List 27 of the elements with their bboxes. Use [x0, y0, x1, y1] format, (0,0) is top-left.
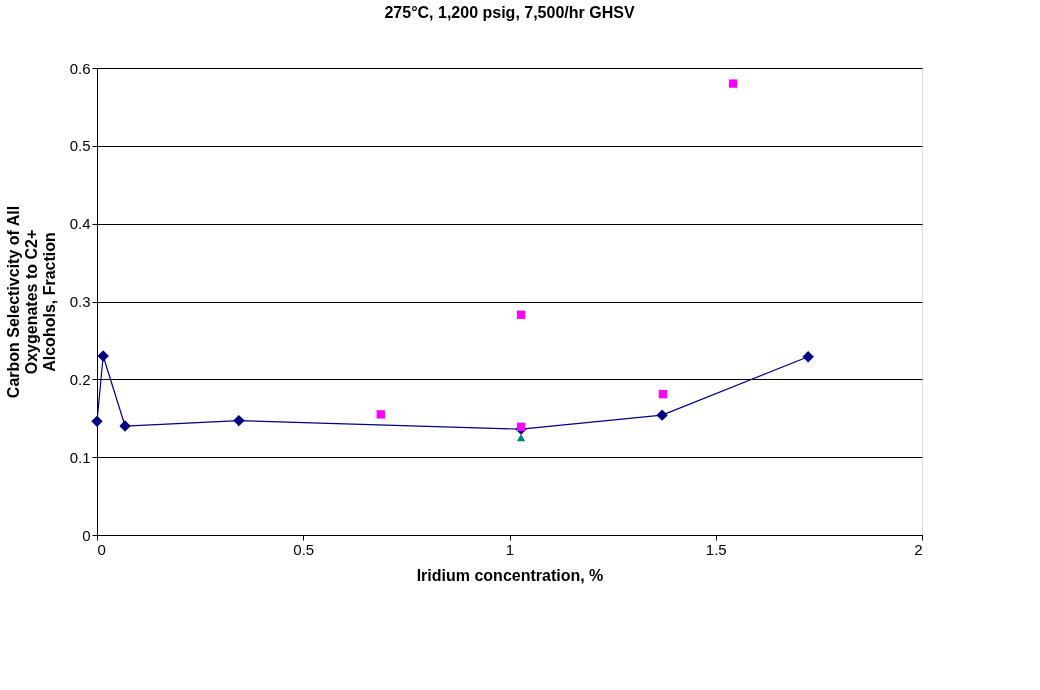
- y-tick-label: 0.3: [69, 293, 91, 310]
- point: [802, 351, 814, 363]
- y-tick-label: 0: [82, 526, 91, 544]
- x-tick-label: 0: [97, 540, 106, 558]
- y-tick-label: 0.6: [69, 59, 91, 77]
- y-axis-title: Carbon Selectivcity of All Oxygenates to C2+ Alcohols, Fraction: [4, 205, 58, 399]
- point: [97, 350, 109, 362]
- x-tick-label: 0.5: [293, 540, 315, 558]
- y-tick-label: 0.2: [69, 370, 91, 388]
- point: [516, 310, 526, 319]
- point: [119, 420, 131, 432]
- point: [656, 409, 668, 421]
- x-axis-title: Iridium concentration, %: [416, 566, 604, 584]
- chart-title: 275°C, 1,200 psig, 7,500/hr GHSV: [384, 4, 635, 21]
- point: [91, 415, 103, 428]
- x-tick-label: 2: [914, 540, 923, 558]
- point: [233, 414, 245, 427]
- point: [728, 79, 738, 88]
- point: [516, 434, 526, 442]
- x-tick-label: 1: [505, 540, 515, 558]
- x-tick-label: 1.5: [705, 540, 727, 558]
- y-tick-label: 0.1: [69, 448, 91, 466]
- y-tick-label: 0.4: [69, 215, 91, 233]
- point: [516, 422, 526, 431]
- point: [658, 389, 668, 399]
- point: [376, 410, 385, 419]
- y-tick-label: 0.5: [69, 137, 91, 155]
